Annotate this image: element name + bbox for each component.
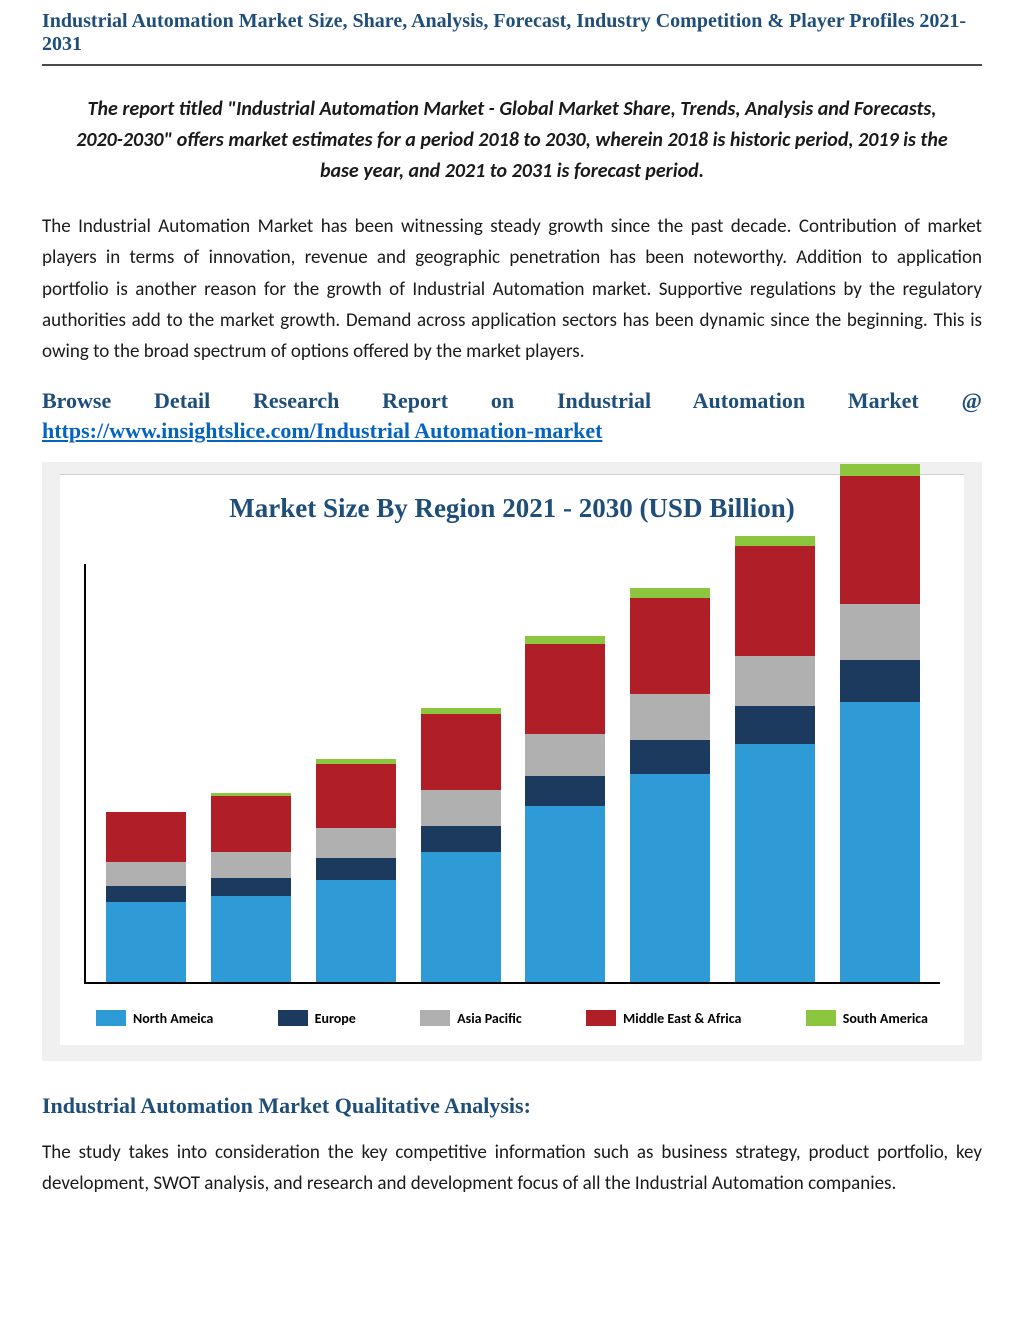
legend-label-1: Europe — [315, 1010, 356, 1027]
bar-1-seg-0 — [211, 896, 291, 982]
legend-swatch-1 — [278, 1010, 308, 1026]
chart-plot-area — [84, 564, 940, 984]
bar-3-seg-1 — [421, 826, 501, 852]
legend-label-3: Middle East & Africa — [623, 1010, 741, 1027]
bar-2-seg-1 — [316, 858, 396, 880]
bar-4-seg-4 — [525, 636, 605, 644]
bar-7-seg-2 — [840, 604, 920, 660]
bar-6-seg-0 — [735, 744, 815, 982]
chart-legend: North Ameica Europe Asia Pacific Middle Eas… — [84, 1002, 940, 1031]
legend-label-2: Asia Pacific — [457, 1010, 522, 1027]
legend-swatch-0 — [96, 1010, 126, 1026]
report-link[interactable]: https://www.insightslice.com/Industrial … — [42, 418, 982, 444]
legend-item-3: Middle East & Africa — [586, 1010, 741, 1027]
bar-5-seg-3 — [630, 598, 710, 694]
bar-6-seg-1 — [735, 706, 815, 744]
bar-7-seg-1 — [840, 660, 920, 702]
bar-5 — [630, 588, 710, 982]
bar-6-seg-3 — [735, 546, 815, 656]
bar-1-seg-3 — [211, 796, 291, 852]
bar-2-seg-3 — [316, 764, 396, 828]
legend-item-2: Asia Pacific — [420, 1010, 522, 1027]
bar-1-seg-1 — [211, 878, 291, 896]
legend-swatch-2 — [420, 1010, 450, 1026]
bar-4 — [525, 636, 605, 982]
bar-0-seg-2 — [106, 862, 186, 886]
legend-label-4: South America — [843, 1010, 928, 1027]
bar-0-seg-3 — [106, 812, 186, 862]
legend-item-1: Europe — [278, 1010, 356, 1027]
bar-0-seg-0 — [106, 902, 186, 982]
bar-5-seg-1 — [630, 740, 710, 774]
bar-5-seg-0 — [630, 774, 710, 982]
intro-summary: The report titled "Industrial Automation… — [42, 94, 982, 187]
bar-6-seg-2 — [735, 656, 815, 706]
browse-prefix: Browse Detail Research Report on Industr… — [42, 388, 982, 414]
bar-4-seg-1 — [525, 776, 605, 806]
bar-5-seg-2 — [630, 694, 710, 740]
bar-3 — [421, 708, 501, 982]
bar-3-seg-2 — [421, 790, 501, 826]
section-heading-qualitative: Industrial Automation Market Qualitative… — [42, 1093, 982, 1119]
bar-4-seg-0 — [525, 806, 605, 982]
body-paragraph-1: The Industrial Automation Market has bee… — [42, 211, 982, 368]
bar-5-seg-4 — [630, 588, 710, 598]
bar-7-seg-4 — [840, 464, 920, 476]
bar-1 — [211, 793, 291, 982]
bar-4-seg-3 — [525, 644, 605, 734]
legend-label-0: North Ameica — [133, 1010, 213, 1027]
bar-3-seg-0 — [421, 852, 501, 982]
bar-0 — [106, 812, 186, 982]
bar-7-seg-0 — [840, 702, 920, 982]
legend-item-4: South America — [806, 1010, 928, 1027]
legend-swatch-3 — [586, 1010, 616, 1026]
bar-2-seg-2 — [316, 828, 396, 858]
bar-6-seg-4 — [735, 536, 815, 546]
chart-container: Market Size By Region 2021 - 2030 (USD B… — [42, 462, 982, 1061]
legend-item-0: North Ameica — [96, 1010, 213, 1027]
bar-7-seg-3 — [840, 476, 920, 604]
bar-3-seg-3 — [421, 714, 501, 790]
body-paragraph-2: The study takes into consideration the k… — [42, 1137, 982, 1200]
page-title: Industrial Automation Market Size, Share… — [42, 0, 982, 66]
bar-1-seg-2 — [211, 852, 291, 878]
bar-2 — [316, 759, 396, 982]
chart-title: Market Size By Region 2021 - 2030 (USD B… — [84, 493, 940, 524]
bar-2-seg-0 — [316, 880, 396, 982]
bar-0-seg-1 — [106, 886, 186, 902]
bar-7 — [840, 464, 920, 982]
legend-swatch-4 — [806, 1010, 836, 1026]
bar-6 — [735, 536, 815, 982]
bar-4-seg-2 — [525, 734, 605, 776]
